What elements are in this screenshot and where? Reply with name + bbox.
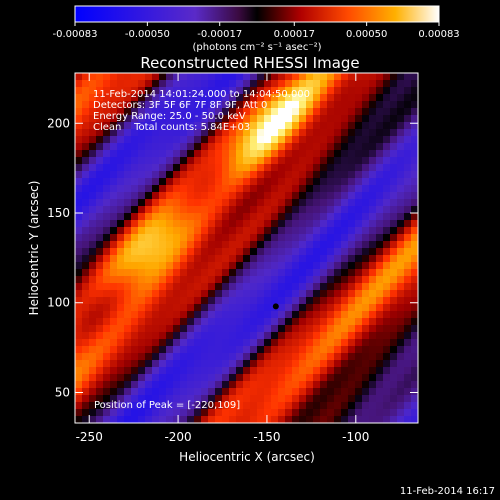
y-tick-label: 150 [47,206,70,220]
colorbar-tick-label: 0.00050 [346,29,387,40]
annotation-detectors: Detectors: 3F 5F 6F 7F 8F 9F, Att 0 [93,100,267,111]
annotation-time-range: 11-Feb-2014 14:01:24.000 to 14:04:50.000 [93,89,310,100]
map-center-marker [272,303,279,310]
colorbar-tick-label: -0.00017 [197,29,242,40]
y-tick-label: 200 [47,116,70,130]
colorbar [74,5,440,23]
x-tick-label: -200 [164,430,191,444]
x-axis-label: Heliocentric X (arcsec) [179,450,315,464]
y-axis-label: Heliocentric Y (arcsec) [27,181,41,316]
colorbar-tick-label: -0.00050 [125,29,170,40]
footer-timestamp: 11-Feb-2014 16:17 [400,486,495,497]
x-tick-label: -150 [253,430,280,444]
peak-position-label: Position of Peak = [-220,109] [94,400,240,411]
annotation-energy-range: Energy Range: 25.0 - 50.0 keV [93,111,246,122]
colorbar-tick-label: 0.00083 [418,29,459,40]
colorbar-units: (photons cm⁻² s⁻¹ asec⁻²) [192,42,321,53]
annotation-clean-counts: Clean Total counts: 5.84E+03 [93,122,250,133]
heatmap-image [75,73,418,423]
colorbar-ticks: -0.00083 -0.00050 -0.00017 0.00017 0.00050 0.… [53,22,460,40]
chart-title: Reconstructed RHESSI Image [140,54,359,72]
y-tick-label: 50 [55,385,70,399]
colorbar-tick-label: -0.00083 [53,29,98,40]
x-tick-label: -100 [342,430,369,444]
y-tick-label: 100 [47,296,70,310]
axes-ticks: -250 -200 -150 -100 50 100 150 200 [47,73,418,444]
plot-frame [74,72,419,424]
annotation-block: 11-Feb-2014 14:01:24.000 to 14:04:50.000… [93,89,310,133]
colorbar-tick-label: 0.00017 [274,29,315,40]
x-tick-label: -250 [76,430,103,444]
